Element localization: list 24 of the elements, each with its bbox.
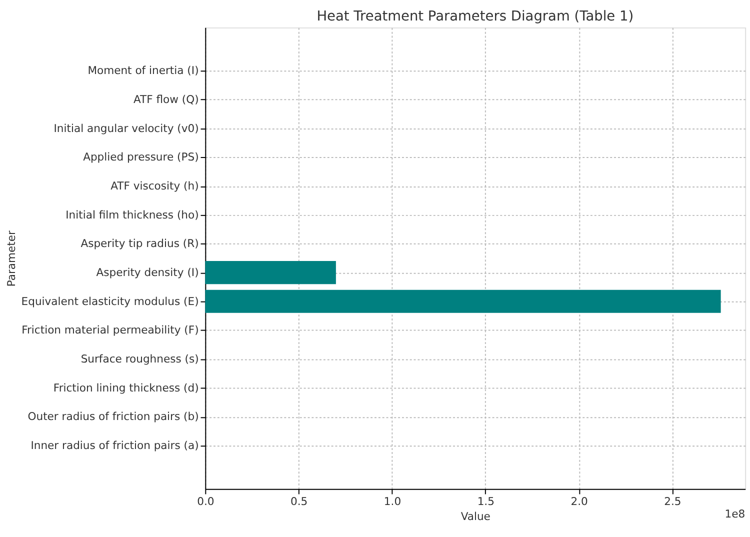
x-tick-label: 1.5	[477, 495, 494, 508]
x-axis-title: Value	[460, 510, 491, 523]
y-tick-label: ATF viscosity (h)	[110, 179, 199, 192]
x-tick-label: 2.0	[570, 495, 588, 508]
y-tick-label: Equivalent elasticity modulus (E)	[21, 294, 199, 308]
y-tick-label: Initial film thickness (ho)	[66, 208, 199, 222]
y-tick-label: Surface roughness (s)	[80, 352, 199, 366]
y-tick-label: Asperity tip radius (R)	[80, 237, 199, 250]
y-tick-label: Moment of inertia (I)	[88, 64, 199, 78]
chart-title: Heat Treatment Parameters Diagram (Table 1)	[316, 8, 634, 25]
y-tick-label: Friction lining thickness (d)	[53, 381, 199, 394]
y-axis-title: Parameter	[5, 230, 18, 287]
y-tick-label: ATF flow (Q)	[133, 92, 199, 106]
y-tick-label: Friction material permeability (F)	[22, 324, 199, 337]
y-tick-label: Inner radius of friction pairs (a)	[30, 439, 199, 452]
y-tick-label: Outer radius of friction pairs (b)	[28, 410, 199, 424]
x-tick-label: 0.0	[197, 495, 214, 508]
x-tick-label: 2.5	[664, 495, 682, 508]
x-tick-label: 1.0	[384, 495, 402, 508]
y-tick-label: Initial angular velocity (v0)	[54, 122, 199, 135]
text: 1e8	[724, 507, 746, 520]
y-tick-label: Applied pressure (PS)	[83, 150, 199, 164]
y-tick-label: Asperity density (I)	[96, 266, 199, 279]
x-tick-label: 0.5	[290, 495, 308, 508]
